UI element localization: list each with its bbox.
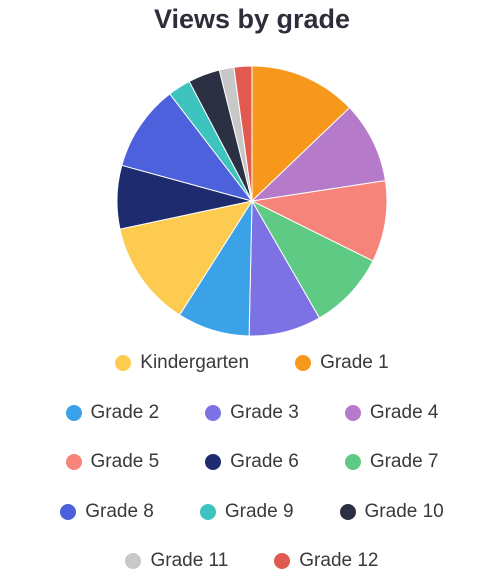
legend-swatch xyxy=(115,355,132,371)
legend-label: Grade 2 xyxy=(90,401,160,423)
legend-swatch xyxy=(205,454,222,470)
legend-row: Kindergarten Grade 1 xyxy=(0,352,504,374)
legend-item-grade-12[interactable]: Grade 12 xyxy=(274,550,379,572)
legend-item-grade-8[interactable]: Grade 8 xyxy=(60,501,154,523)
pie-slice-grade-8[interactable] xyxy=(121,93,254,202)
legend-label: Grade 12 xyxy=(299,550,379,571)
legend-item-grade-5[interactable]: Grade 5 xyxy=(65,451,160,473)
legend-item-grade-10[interactable]: Grade 10 xyxy=(339,500,444,523)
legend-item-kindergarten[interactable]: Kindergarten xyxy=(115,352,249,374)
pie-slice-grade-4[interactable] xyxy=(250,106,387,202)
pie-slice-grade-5[interactable] xyxy=(250,180,388,262)
legend-swatch xyxy=(65,454,82,470)
legend-swatch xyxy=(344,454,361,470)
pie-chart xyxy=(116,65,388,337)
legend-swatch xyxy=(125,553,142,569)
legend-swatch xyxy=(60,503,77,520)
legend-label: Grade 1 xyxy=(320,352,389,373)
legend-label: Grade 7 xyxy=(369,451,439,472)
legend-item-grade-7[interactable]: Grade 7 xyxy=(344,451,439,473)
pie-slice-grade-12[interactable] xyxy=(233,65,253,202)
pie-slice-grade-1[interactable] xyxy=(251,65,351,203)
chart-title: Views by grade xyxy=(153,4,351,34)
legend-label: Grade 9 xyxy=(224,500,294,522)
legend-label: Grade 8 xyxy=(85,500,154,522)
legend-item-grade-4[interactable]: Grade 4 xyxy=(344,401,439,424)
legend-item-grade-3[interactable]: Grade 3 xyxy=(205,402,299,424)
pie-slice-kindergarten[interactable] xyxy=(119,200,254,316)
legend-swatch xyxy=(295,355,312,371)
legend-item-grade-2[interactable]: Grade 2 xyxy=(65,401,160,424)
legend-swatch xyxy=(274,553,291,569)
legend-row: Grade 2 Grade 3 Grade 4 xyxy=(0,402,504,424)
legend-row: Grade 5 Grade 6 Grade 7 xyxy=(0,451,504,473)
legend-item-grade-9[interactable]: Grade 9 xyxy=(199,500,294,523)
legend-label: Grade 6 xyxy=(230,451,299,472)
legend-swatch xyxy=(199,503,216,520)
pie-slice-grade-7[interactable] xyxy=(250,199,374,319)
legend-swatch xyxy=(339,503,356,520)
legend-label: Grade 11 xyxy=(150,550,229,571)
legend-label: Grade 4 xyxy=(369,401,439,423)
legend-swatch xyxy=(65,404,82,421)
legend-row: Grade 8 Grade 9 Grade 10 xyxy=(0,501,504,523)
legend-item-grade-1[interactable]: Grade 1 xyxy=(295,352,389,374)
legend-item-grade-11[interactable]: Grade 11 xyxy=(125,550,228,572)
legend-row: Grade 11 Grade 12 xyxy=(0,550,504,572)
legend-label: Grade 10 xyxy=(364,500,444,522)
legend-swatch xyxy=(344,404,361,421)
legend-label: Grade 5 xyxy=(90,451,160,472)
legend-label: Kindergarten xyxy=(140,352,250,373)
legend-swatch xyxy=(205,404,222,421)
legend-label: Grade 3 xyxy=(230,401,299,423)
legend-item-grade-6[interactable]: Grade 6 xyxy=(205,451,299,473)
